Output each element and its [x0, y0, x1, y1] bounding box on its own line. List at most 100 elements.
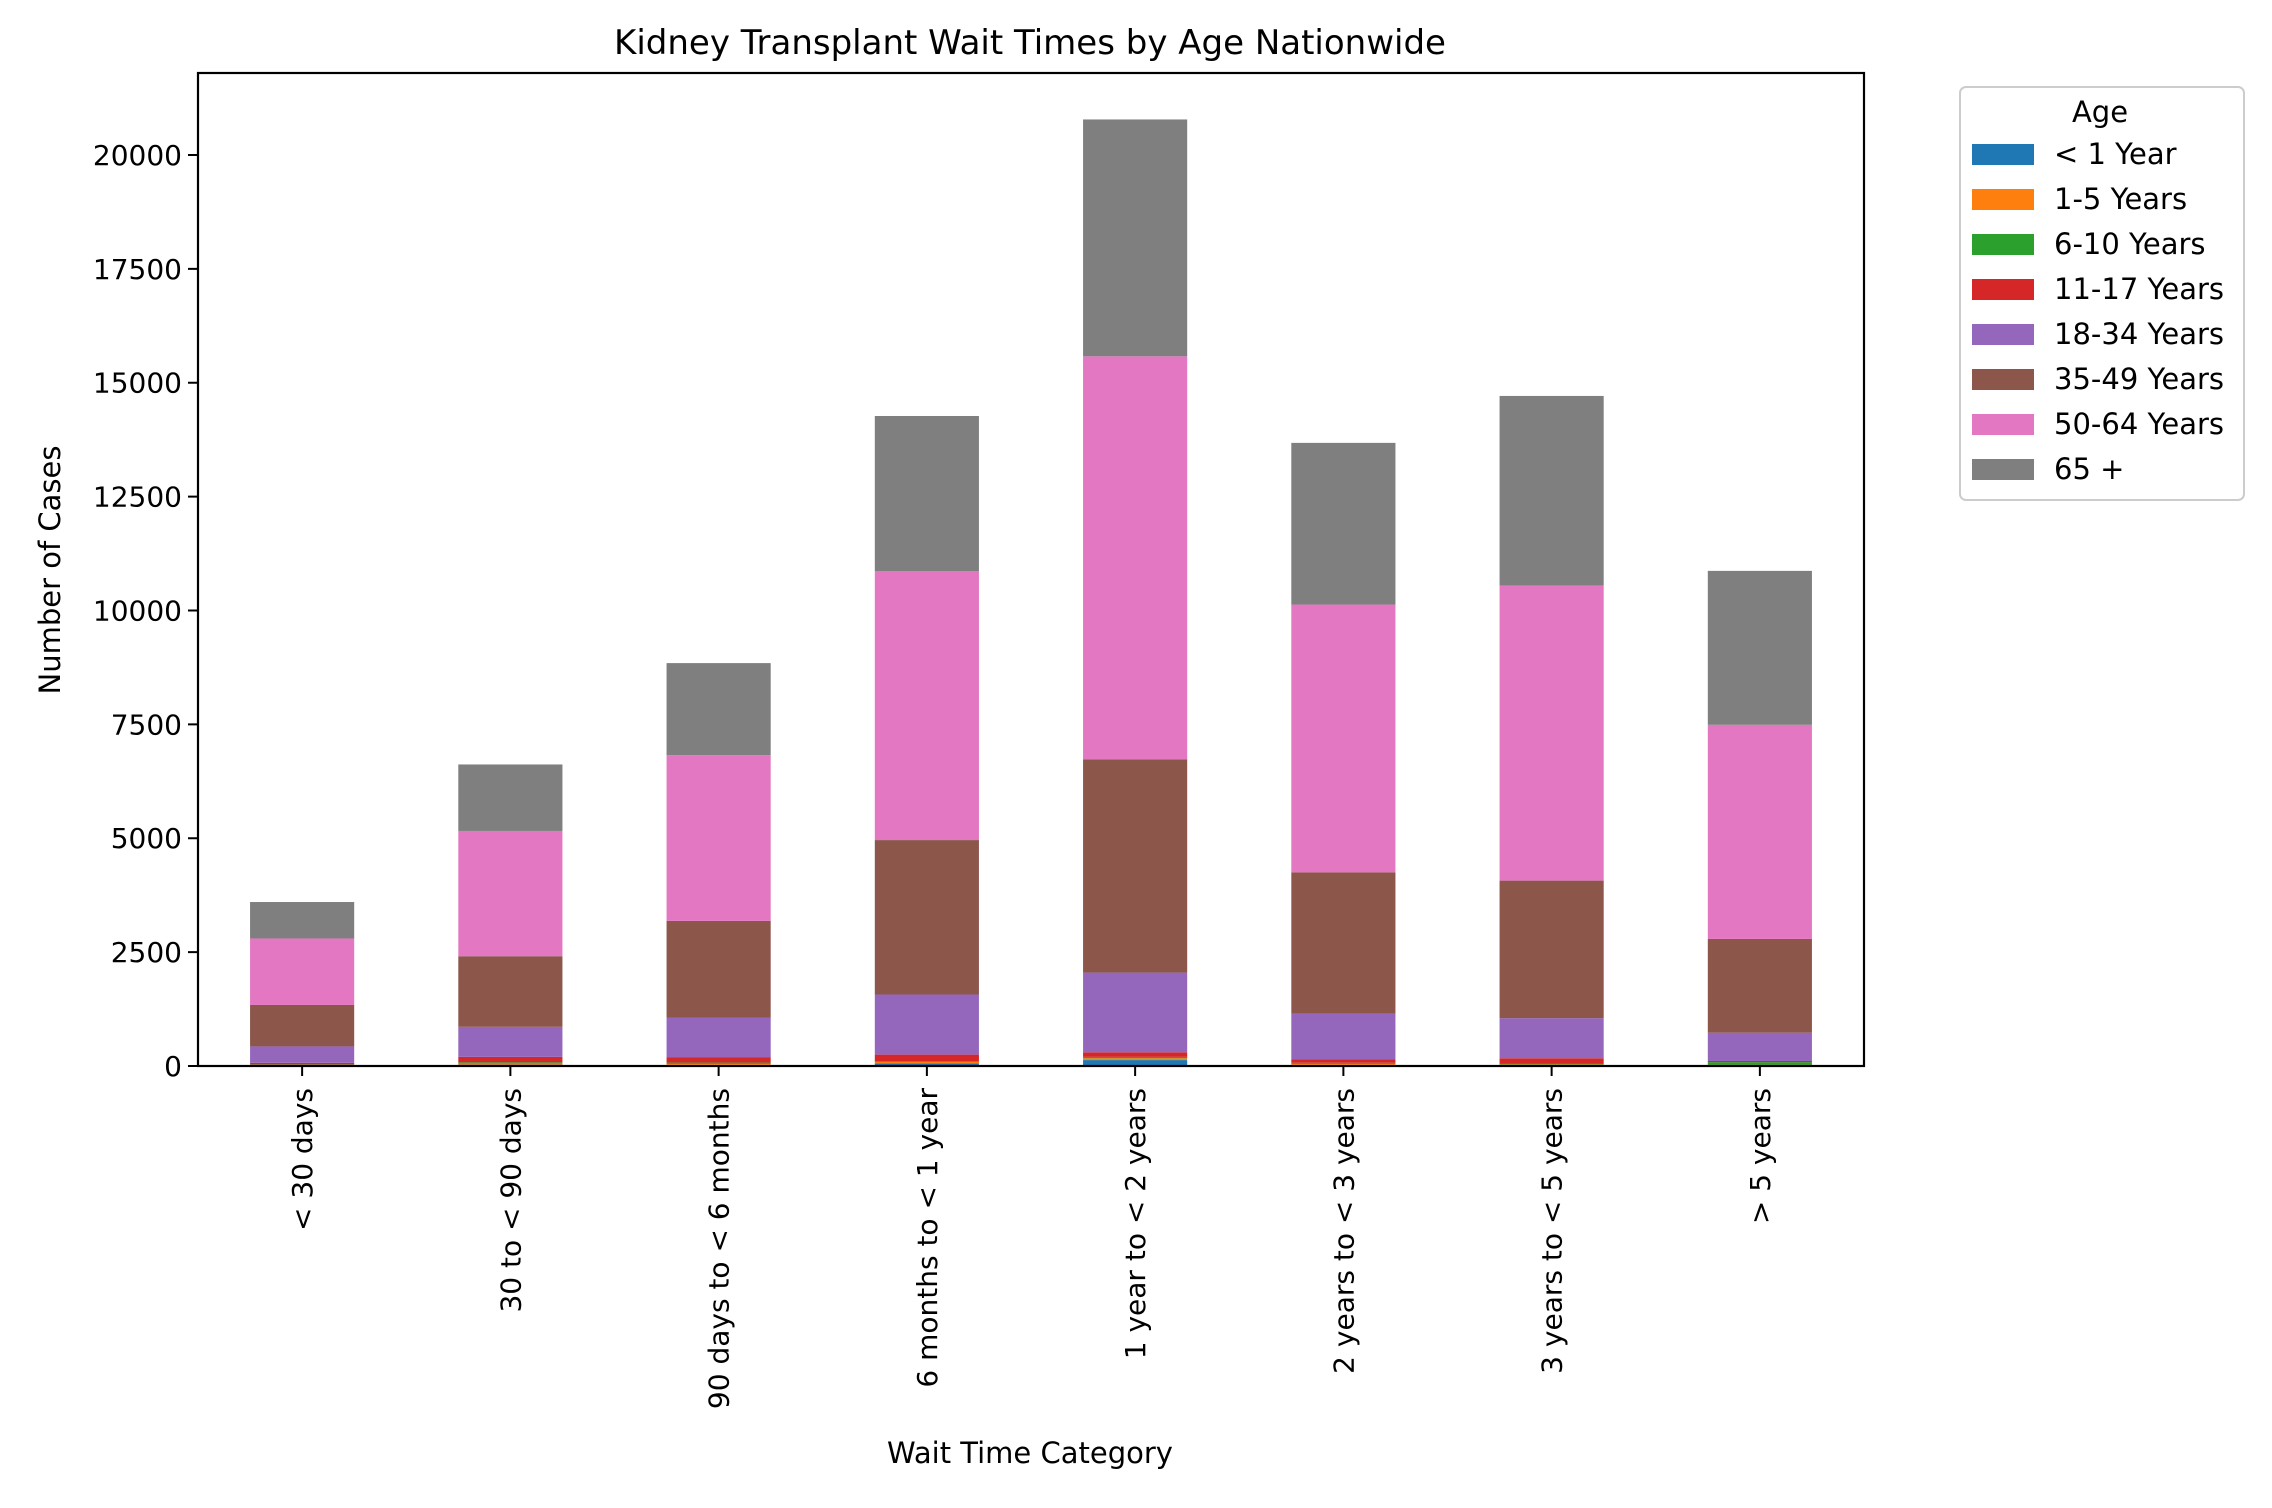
bar-segment [1291, 1062, 1396, 1064]
legend-swatch [1972, 144, 2034, 165]
bar-segment [874, 415, 979, 572]
bar-segment [1291, 604, 1396, 873]
legend-items: < 1 Year 1-5 Years 6-10 Years 11-17 Years 18… [1972, 137, 2224, 486]
legend-label: 11-17 Years [2054, 272, 2224, 306]
y-tick-label: 0 [164, 1050, 182, 1083]
bar-segment [1499, 1064, 1604, 1066]
bar-segment [1083, 1056, 1188, 1059]
bar-segment [1291, 872, 1396, 1014]
legend-label: 50-64 Years [2054, 407, 2224, 441]
bar-segment [458, 1062, 563, 1064]
bar-segment [874, 1054, 979, 1061]
bars-layer [250, 119, 1812, 1066]
bar-segment [1083, 1060, 1188, 1066]
x-axis-title: Wait Time Category [887, 1436, 1173, 1470]
bar-segment [250, 902, 355, 939]
bar-segment [458, 764, 563, 831]
y-tick-label: 17500 [93, 253, 182, 286]
bar-segment [874, 840, 979, 995]
bar-segment [1499, 585, 1604, 881]
bar-segment [666, 1017, 771, 1058]
x-tick-label: 90 days to < 6 months [703, 1088, 736, 1409]
bar-segment [250, 938, 355, 1005]
legend-label: 65 + [2054, 452, 2124, 486]
legend-title: Age [2072, 95, 2128, 129]
bar-segment [1083, 972, 1188, 1053]
bar-segment [874, 1063, 979, 1066]
y-tick-label: 12500 [93, 481, 182, 514]
x-axis: < 30 days 30 to < 90 days 90 days to < 6 m… [286, 1066, 1777, 1409]
bar-segment [1707, 724, 1812, 939]
bar-segment [458, 1056, 563, 1063]
legend-swatch [1972, 324, 2034, 345]
bar-segment [1707, 1032, 1812, 1061]
bar-segment [1499, 880, 1604, 1019]
bar-segment [874, 571, 979, 841]
bar-segment [874, 994, 979, 1055]
x-tick-label: 30 to < 90 days [494, 1088, 527, 1313]
legend-swatch [1972, 459, 2034, 480]
x-tick-label: 2 years to < 3 years [1327, 1088, 1360, 1374]
chart-title: Kidney Transplant Wait Times by Age Nati… [614, 23, 1446, 63]
y-tick-label: 20000 [93, 139, 182, 172]
bar-segment [1083, 356, 1188, 760]
x-tick-label: 6 months to < 1 year [911, 1088, 944, 1388]
bar-segment [458, 1026, 563, 1057]
y-tick-label: 7500 [111, 708, 182, 741]
bar-segment [250, 1046, 355, 1063]
bar-segment [458, 1063, 563, 1065]
bar-segment [1707, 1060, 1812, 1063]
legend-label: 18-34 Years [2054, 317, 2224, 351]
legend-swatch [1972, 414, 2034, 435]
bar-segment [250, 1004, 355, 1047]
bar-segment [1083, 759, 1188, 973]
legend-swatch [1972, 189, 2034, 210]
bar-segment [1291, 1063, 1396, 1065]
bar-segment [1291, 1059, 1396, 1063]
x-tick-label: > 5 years [1744, 1088, 1777, 1224]
legend-swatch [1972, 234, 2034, 255]
y-tick-label: 15000 [93, 367, 182, 400]
bar-segment [1707, 938, 1812, 1033]
bar-segment [666, 920, 771, 1018]
bar-segment [1083, 1052, 1188, 1057]
bar-segment [1291, 442, 1396, 605]
bar-segment [1707, 570, 1812, 725]
bar-segment [1499, 395, 1604, 586]
plot-area-frame [196, 71, 1866, 1068]
bar-segment [666, 755, 771, 921]
y-tick-label: 10000 [93, 594, 182, 627]
legend-label: 6-10 Years [2054, 227, 2206, 261]
bar-segment [1083, 119, 1188, 357]
bar-segment [1499, 1063, 1604, 1065]
bar-segment [458, 830, 563, 957]
y-tick-label: 5000 [111, 822, 182, 855]
bar-segment [458, 956, 563, 1027]
legend-swatch [1972, 279, 2034, 300]
legend-label: 35-49 Years [2054, 362, 2224, 396]
y-axis-title: Number of Cases [33, 446, 67, 695]
bar-segment [666, 1057, 771, 1063]
bar-segment [1083, 1058, 1188, 1061]
legend-label: < 1 Year [2054, 137, 2177, 171]
bar-segment [666, 1062, 771, 1064]
bar-segment [1499, 1058, 1604, 1064]
bar-segment [1291, 1013, 1396, 1060]
y-axis: 0 2500 5000 7500 10000 12500 15000 17500 20000 [93, 139, 198, 1083]
bar-segment [874, 1060, 979, 1062]
legend-label: 1-5 Years [2054, 182, 2187, 216]
bar-segment [250, 1062, 355, 1065]
bar-segment [666, 1063, 771, 1065]
y-tick-label: 2500 [111, 936, 182, 969]
x-tick-label: 3 years to < 5 years [1536, 1088, 1569, 1374]
legend-swatch [1972, 369, 2034, 390]
x-tick-label: 1 year to < 2 years [1119, 1088, 1152, 1359]
bar-segment [1499, 1018, 1604, 1059]
bar-segment [666, 663, 771, 756]
bar-segment [1707, 1062, 1812, 1065]
bar-segment [874, 1061, 979, 1064]
x-tick-label: < 30 days [286, 1088, 319, 1231]
legend: Age < 1 Year 1-5 Years 6-10 Years 11-17 Yea… [1959, 86, 2245, 501]
